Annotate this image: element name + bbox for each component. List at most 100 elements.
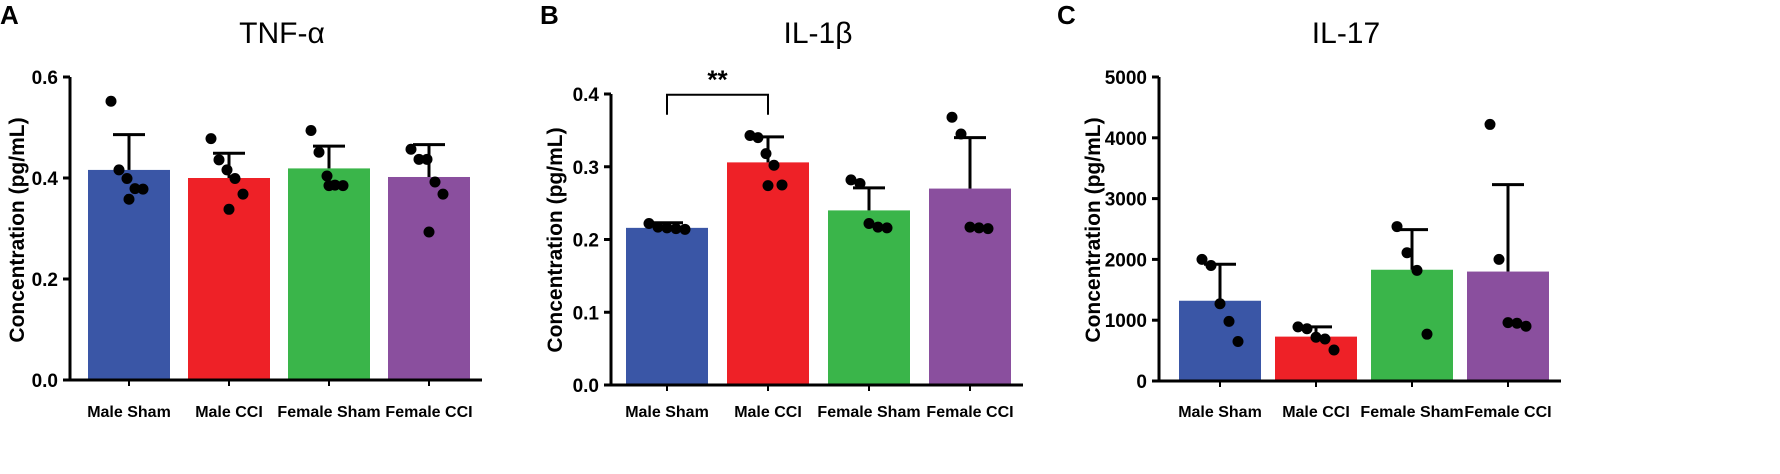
- panel-letter-b: B: [540, 0, 559, 30]
- chart-title-il-1beta: IL-1β: [784, 17, 853, 50]
- data-point-b-1-2: [652, 221, 664, 233]
- data-point-c-1-5: [1232, 335, 1244, 347]
- data-point-b-4-5: [982, 223, 994, 235]
- data-point-c-3-4: [1421, 328, 1433, 340]
- data-point-b-3-5: [881, 222, 893, 234]
- error-bar-b-4: [954, 136, 986, 189]
- data-point-a-3-6: [323, 180, 335, 192]
- data-point-a-2-1: [205, 133, 217, 145]
- chart-title-il-17: IL-17: [1312, 17, 1380, 50]
- data-point-c-4-4: [1511, 317, 1523, 329]
- data-point-b-2-2: [752, 132, 764, 144]
- data-point-c-4-5: [1520, 320, 1532, 332]
- data-point-a-1-2: [113, 164, 125, 176]
- bar-a-4: [388, 176, 470, 380]
- x-tick-label-b-3: Female Sham: [817, 404, 920, 421]
- x-tick-label-c-4: Female CCI: [1464, 404, 1551, 421]
- x-tick-label-c-2: Male CCI: [1282, 404, 1350, 421]
- data-point-b-4-2: [955, 128, 967, 140]
- data-point-a-2-6: [223, 203, 235, 215]
- bar-b-4: [929, 188, 1011, 385]
- bar-b-3: [828, 210, 910, 385]
- data-point-a-2-5: [237, 188, 249, 200]
- bar-b-2: [727, 162, 809, 385]
- data-point-b-2-6: [762, 180, 774, 192]
- data-point-a-2-3: [221, 164, 233, 176]
- bar-b-1: [626, 227, 708, 385]
- y-tick-label-a-1: 0.0: [32, 371, 58, 392]
- data-point-b-3-2: [854, 177, 866, 189]
- y-tick-label-c-2: 1000: [1105, 311, 1147, 332]
- data-point-c-3-1: [1391, 221, 1403, 233]
- data-point-c-3-3: [1411, 264, 1423, 276]
- data-point-b-3-3: [863, 217, 875, 229]
- data-point-a-4-5: [437, 188, 449, 200]
- y-axis-label-a: Concentration (pg/mL): [6, 117, 29, 342]
- panel-b-il-1beta-chart: B IL-1β Concentration (pg/mL) 0.0 0.1 0.2 0…: [540, 0, 1023, 421]
- data-point-a-3-1: [305, 125, 317, 137]
- y-axis-label-b: Concentration (pg/mL): [544, 127, 567, 352]
- y-tick-label-b-5: 0.4: [573, 85, 600, 106]
- y-tick-label-a-4: 0.6: [32, 68, 58, 89]
- panel-letter-c: C: [1057, 0, 1076, 30]
- y-tick-label-a-3: 0.4: [32, 169, 59, 190]
- data-point-a-1-6: [123, 193, 135, 205]
- error-bar-b-3: [853, 186, 885, 211]
- data-point-b-4-1: [946, 111, 958, 123]
- y-tick-label-c-1: 0: [1136, 372, 1147, 393]
- x-tick-label-a-1: Male Sham: [87, 404, 171, 421]
- y-tick-label-c-6: 5000: [1105, 68, 1147, 89]
- panel-c-il-17-chart: C IL-17 Concentration (pg/mL) 0 1000 2000 3…: [1057, 0, 1561, 421]
- data-point-c-3-2: [1401, 247, 1413, 259]
- data-point-c-2-1: [1292, 321, 1304, 333]
- x-tick-label-c-1: Male Sham: [1178, 404, 1262, 421]
- bar-c-1: [1179, 300, 1261, 381]
- bar-a-3: [288, 168, 370, 380]
- data-point-c-2-4: [1319, 333, 1331, 345]
- data-point-a-4-6: [423, 226, 435, 238]
- data-point-a-2-2: [213, 154, 225, 166]
- panel-a-tnf-alpha-chart: A TNF-α Concentration (pg/mL) 0.0 0.2 0.4 0…: [0, 0, 482, 421]
- y-tick-label-b-4: 0.3: [573, 158, 599, 179]
- significance-bracket-b-1: **: [666, 65, 769, 115]
- data-point-a-1-4: [129, 183, 141, 195]
- error-bar-c-4: [1492, 183, 1524, 272]
- data-point-b-3-1: [845, 174, 857, 186]
- data-point-c-4-1: [1484, 118, 1496, 130]
- data-point-a-4-2: [413, 153, 425, 165]
- data-point-b-2-5: [776, 179, 788, 191]
- data-point-c-4-2: [1493, 253, 1505, 265]
- data-point-b-1-3: [661, 222, 673, 234]
- data-point-c-2-2: [1301, 323, 1313, 335]
- y-tick-label-a-2: 0.2: [32, 270, 58, 291]
- x-tick-label-b-2: Male CCI: [734, 404, 802, 421]
- data-point-c-4-3: [1502, 317, 1514, 329]
- chart-title-tnf-alpha: TNF-α: [239, 17, 325, 50]
- data-point-a-1-5: [137, 183, 149, 195]
- data-point-c-2-3: [1310, 331, 1322, 343]
- error-bar-a-3: [313, 144, 345, 169]
- panel-letter-a: A: [0, 0, 19, 30]
- y-tick-label-c-3: 2000: [1105, 250, 1147, 271]
- y-tick-label-b-2: 0.1: [573, 303, 600, 324]
- significance-label-b-1: **: [707, 65, 728, 95]
- data-point-a-4-1: [405, 143, 417, 155]
- data-point-b-1-4: [670, 223, 682, 235]
- data-point-b-1-1: [643, 217, 655, 229]
- data-point-c-2-5: [1328, 344, 1340, 356]
- data-point-a-1-3: [121, 173, 133, 185]
- error-bar-a-1: [113, 133, 145, 170]
- bar-c-2: [1275, 336, 1357, 381]
- data-point-a-1-1: [105, 95, 117, 107]
- data-point-c-1-1: [1196, 253, 1208, 265]
- data-point-c-1-2: [1205, 259, 1217, 271]
- data-point-b-2-4: [768, 159, 780, 171]
- data-point-a-3-5: [337, 180, 349, 192]
- data-point-c-1-3: [1214, 298, 1226, 310]
- data-point-a-2-4: [229, 173, 241, 185]
- x-tick-label-a-2: Male CCI: [195, 404, 263, 421]
- data-point-b-4-3: [964, 221, 976, 233]
- x-tick-label-a-4: Female CCI: [385, 404, 472, 421]
- y-tick-label-c-5: 4000: [1105, 129, 1147, 150]
- data-point-a-4-3: [421, 153, 433, 165]
